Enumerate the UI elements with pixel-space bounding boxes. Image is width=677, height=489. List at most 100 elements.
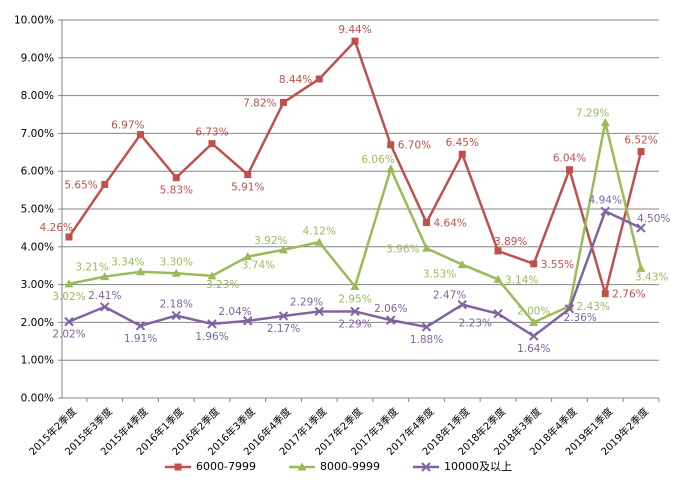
data-label: 3.21% bbox=[75, 262, 108, 274]
data-label: 2.18% bbox=[160, 299, 193, 311]
x-marker-icon bbox=[493, 308, 503, 319]
data-label: 3.89% bbox=[494, 236, 527, 248]
data-label: 2.41% bbox=[88, 290, 121, 302]
data-label: 4.26% bbox=[40, 222, 73, 234]
legend-triangle-marker-icon bbox=[289, 461, 315, 473]
data-label: 2.00% bbox=[517, 305, 550, 317]
data-label: 3.53% bbox=[423, 269, 456, 281]
square-marker-icon bbox=[65, 233, 73, 241]
data-label: 2.43% bbox=[577, 301, 610, 313]
y-axis-label: 0.00% bbox=[21, 393, 54, 405]
triangle-marker-icon bbox=[600, 117, 610, 126]
x-marker-icon bbox=[135, 321, 146, 331]
x-marker-icon bbox=[457, 299, 467, 310]
x-marker-icon bbox=[350, 306, 360, 317]
triangle-marker-icon bbox=[493, 274, 503, 283]
legend-entry-6000-7999: 6000-7999 bbox=[165, 460, 256, 474]
triangle-marker-icon bbox=[136, 267, 145, 276]
series-line-10000及以上 bbox=[67, 210, 643, 338]
legend-label: 6000-7999 bbox=[196, 460, 256, 473]
data-label: 6.06% bbox=[361, 154, 394, 166]
square-marker-icon bbox=[566, 166, 573, 174]
data-label: 3.74% bbox=[242, 260, 275, 272]
y-axis-label: 2.00% bbox=[21, 317, 54, 329]
data-label: 5.83% bbox=[160, 185, 193, 197]
data-label: 3.92% bbox=[254, 235, 287, 247]
data-label: 2.76% bbox=[612, 289, 645, 301]
data-label: 3.30% bbox=[160, 256, 193, 268]
square-marker-icon bbox=[637, 148, 645, 156]
legend-x-marker-icon bbox=[412, 461, 439, 473]
data-label: 2.17% bbox=[267, 323, 300, 335]
x-marker-icon bbox=[564, 304, 575, 314]
legend-label: 8000-9999 bbox=[320, 460, 380, 473]
data-label: 2.47% bbox=[433, 290, 466, 302]
data-label: 4.64% bbox=[434, 218, 467, 230]
triangle-marker-icon bbox=[350, 281, 360, 290]
legend-square-marker-icon bbox=[165, 461, 192, 473]
square-marker-icon bbox=[494, 247, 502, 255]
x-marker-icon bbox=[207, 319, 217, 329]
x-marker-icon bbox=[600, 206, 610, 216]
data-label: 3.55% bbox=[541, 259, 574, 271]
data-label: 6.52% bbox=[624, 135, 657, 147]
square-marker-icon bbox=[315, 75, 323, 83]
data-label: 5.65% bbox=[64, 179, 97, 191]
y-axis-label: 10.00% bbox=[14, 15, 54, 27]
data-label: 6.04% bbox=[553, 153, 586, 165]
data-label: 1.96% bbox=[195, 331, 228, 343]
data-label: 8.44% bbox=[279, 74, 312, 86]
triangle-marker-icon bbox=[171, 268, 181, 277]
square-marker-icon bbox=[458, 150, 466, 158]
data-label: 2.29% bbox=[338, 318, 371, 330]
x-marker-icon bbox=[386, 315, 396, 325]
data-label: 6.73% bbox=[195, 127, 228, 139]
x-marker-icon bbox=[529, 331, 539, 341]
legend-label: 10000及以上 bbox=[443, 460, 512, 473]
x-marker-icon bbox=[636, 223, 646, 233]
triangle-marker-icon bbox=[207, 271, 217, 280]
data-label: 3.34% bbox=[111, 257, 144, 269]
data-label: 9.44% bbox=[338, 24, 371, 36]
data-label: 4.12% bbox=[303, 225, 336, 237]
data-label: 6.70% bbox=[398, 140, 431, 152]
y-axis-label: 8.00% bbox=[21, 90, 54, 102]
y-axis-label: 5.00% bbox=[21, 204, 54, 216]
x-marker-icon bbox=[100, 302, 110, 312]
data-label: 2.02% bbox=[52, 329, 85, 341]
data-label: 4.94% bbox=[589, 194, 622, 206]
data-label: 2.95% bbox=[338, 293, 371, 305]
data-label: 7.29% bbox=[576, 107, 609, 119]
square-marker-icon bbox=[172, 174, 180, 182]
data-label: 6.45% bbox=[446, 137, 479, 149]
triangle-marker-icon bbox=[100, 272, 110, 281]
data-label: 6.97% bbox=[111, 120, 144, 132]
triangle-marker-icon bbox=[529, 317, 539, 326]
x-marker-icon bbox=[314, 306, 324, 317]
square-marker-icon bbox=[101, 180, 109, 188]
triangle-marker-icon bbox=[422, 243, 431, 252]
data-label: 3.23% bbox=[206, 279, 239, 291]
square-marker-icon bbox=[137, 131, 144, 139]
square-marker-icon bbox=[208, 140, 216, 148]
x-marker-icon bbox=[171, 310, 181, 321]
x-marker-icon bbox=[243, 316, 253, 326]
data-label: 1.64% bbox=[517, 343, 550, 355]
data-label: 1.88% bbox=[410, 334, 443, 346]
square-marker-icon bbox=[530, 260, 538, 268]
triangle-marker-icon bbox=[279, 245, 288, 254]
square-marker-icon bbox=[387, 141, 395, 149]
triangle-marker-icon bbox=[636, 263, 646, 272]
chart-canvas: 0.00% 1.00% 2.00% 3.00% 4.00% 5.00% 6.00% 7.00%… bbox=[14, 15, 670, 458]
square-marker-icon bbox=[423, 219, 430, 227]
chart-legend: 6000-7999 8000-9999 10000及以上 bbox=[0, 460, 677, 474]
triangle-marker-icon bbox=[314, 237, 324, 246]
y-axis-label: 3.00% bbox=[21, 279, 54, 291]
y-axis-label: 9.00% bbox=[21, 52, 54, 64]
x-marker-icon bbox=[421, 322, 432, 332]
data-label: 2.06% bbox=[374, 303, 407, 315]
legend-entry-8000-9999: 8000-9999 bbox=[289, 460, 380, 474]
data-label: 3.96% bbox=[386, 243, 419, 255]
data-label: 5.91% bbox=[231, 182, 264, 194]
